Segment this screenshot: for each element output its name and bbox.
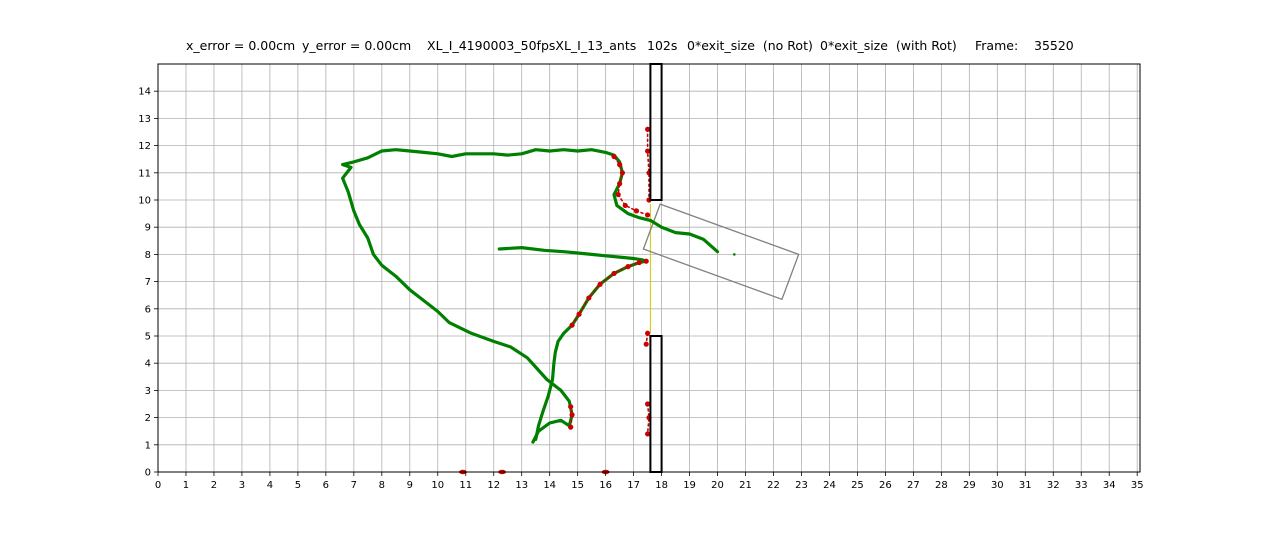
y-tick-label: 2 [145,413,151,424]
y-tick-label: 8 [145,250,151,261]
x-tick-label: 35 [1131,480,1144,491]
load-rectangle [642,203,800,301]
contact-layer [458,126,652,475]
x-tick-label: 7 [351,480,357,491]
x-tick-label: 32 [1047,480,1060,491]
y-tick-label: 6 [145,304,151,315]
y-tick-label: 12 [138,141,151,152]
contact-point [643,258,649,264]
x-tick-label: 26 [879,480,892,491]
x-tick-label: 4 [267,480,273,491]
contact-point [611,153,617,160]
contact-point [625,264,631,270]
x-tick-label: 10 [431,480,444,491]
contact-point [622,202,628,209]
contact-segment [646,403,650,435]
y-tick-label: 0 [145,468,151,479]
x-tick-label: 24 [823,480,836,491]
contact-point [568,424,574,430]
x-axis: 0 1 2 3 4 5 6 7 8 9 10 11 12 13 14 15 16 17 18 19 20 21 22 23 24… [155,472,1144,491]
contact-point [617,162,623,168]
y-tick-label: 11 [138,168,151,179]
x-tick-label: 25 [851,480,864,491]
x-tick-label: 33 [1075,480,1088,491]
x-tick-label: 29 [963,480,976,491]
contact-point [645,330,651,336]
y-tick-label: 4 [145,359,151,370]
x-tick-label: 0 [155,480,161,491]
plot-title: x_error = 0.00cm y_error = 0.00cm XL_I_4… [0,38,1268,56]
contact-point [645,431,651,437]
x-tick-label: 1 [183,480,189,491]
x-tick-label: 11 [459,480,472,491]
contact-point [645,126,651,132]
contact-point [645,212,651,218]
contact-point [633,208,640,214]
axes-frame [157,63,1141,473]
x-tick-label: 30 [991,480,1004,491]
walls-layer [649,63,663,473]
contact-point [611,270,617,277]
x-tick-label: 18 [655,480,668,491]
x-tick-label: 28 [935,480,948,491]
y-tick-label: 13 [138,114,151,125]
y-tick-label: 5 [145,332,151,343]
y-tick-label: 3 [145,386,151,397]
contact-point [569,412,575,418]
contact-point [576,311,582,317]
x-tick-label: 2 [211,480,217,491]
frame-number: 35520 [1034,38,1074,53]
contact-point [615,191,621,198]
x-tick-label: 12 [487,480,500,491]
x-tick-label: 6 [323,480,329,491]
x-error-text: x_error = 0.00cm [186,38,296,53]
x-tick-label: 22 [767,480,780,491]
load-center-point [733,253,736,256]
contact-point [643,341,649,347]
x-tick-label: 9 [407,480,413,491]
x-tick-label: 3 [239,480,245,491]
x-tick-label: 8 [379,480,385,491]
x-tick-label: 14 [543,480,556,491]
y-tick-label: 10 [138,196,151,207]
contact-point [636,259,642,266]
x-tick-label: 5 [295,480,301,491]
contact-segment [571,260,648,326]
elapsed-time: 102s [647,38,678,53]
wall-rectangle [649,335,663,473]
y-tick-label: 9 [145,223,151,234]
y-tick-label: 7 [145,277,151,288]
x-tick-label: 19 [683,480,696,491]
x-tick-label: 23 [795,480,808,491]
exit-size-no-rot: 0*exit_size (no Rot) [687,38,813,53]
y-error-text: y_error = 0.00cm [302,38,412,53]
x-tick-label: 13 [515,480,528,491]
y-tick-label: 14 [138,87,151,98]
x-tick-label: 15 [571,480,584,491]
contact-segment [646,128,650,201]
contact-point [617,181,623,187]
x-tick-label: 17 [627,480,640,491]
contact-point [645,401,651,407]
frame-label: Frame: [975,38,1019,53]
x-tick-label: 16 [599,480,612,491]
contact-point [597,281,603,287]
contact-point [569,322,575,328]
x-tick-label: 20 [711,480,724,491]
contact-point [586,295,592,301]
contact-point [619,170,626,176]
load-outline [642,203,800,301]
wall-rectangle [649,63,663,201]
exit-size-with-rot: 0*exit_size (with Rot) [820,38,957,53]
y-tick-label: 1 [145,440,151,451]
contact-point [568,404,574,410]
x-tick-label: 34 [1103,480,1116,491]
x-tick-label: 31 [1019,480,1032,491]
experiment-name: XL_I_4190003_50fpsXL_I_13_ants [427,38,637,53]
contact-point [645,148,651,154]
x-tick-label: 21 [739,480,752,491]
x-tick-label: 27 [907,480,920,491]
